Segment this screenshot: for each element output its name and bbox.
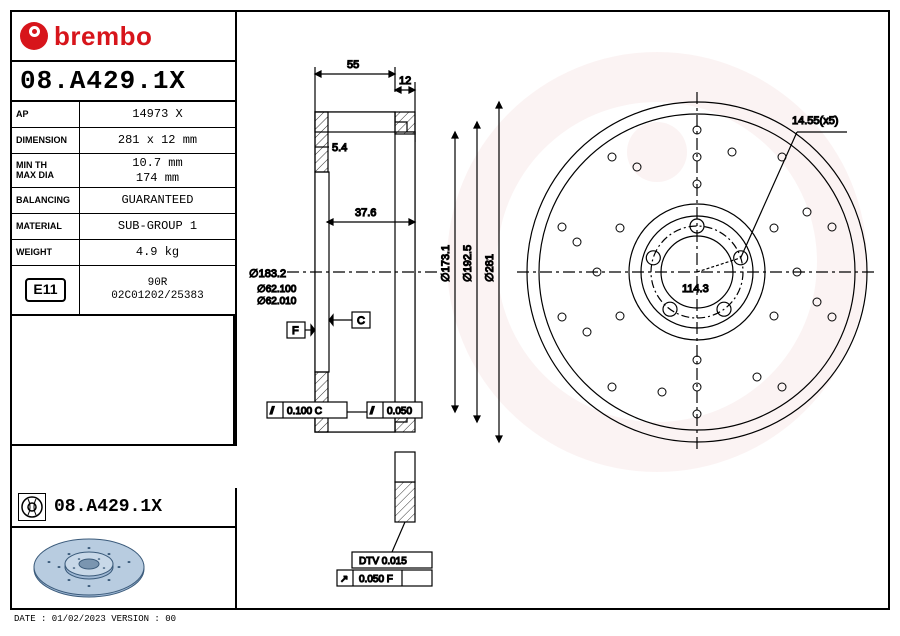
disc-pictogram-icon bbox=[18, 493, 46, 521]
svg-text:⫽: ⫽ bbox=[369, 406, 375, 417]
spec-value: SUB-GROUP 1 bbox=[80, 214, 235, 239]
spec-label: WEIGHT bbox=[12, 240, 80, 265]
spec-sublabel: MAX DIA bbox=[16, 171, 75, 181]
disc-render bbox=[12, 528, 237, 610]
disc-render-icon bbox=[24, 534, 154, 604]
cert-value: 90R 02C01202/25383 bbox=[80, 266, 235, 314]
spec-label: AP bbox=[12, 102, 80, 127]
spec-row-dimension: DIMENSION 281 x 12 mm bbox=[12, 128, 235, 154]
spec-table: AP 14973 X DIMENSION 281 x 12 mm MIN TH … bbox=[12, 102, 237, 446]
spec-value: 281 x 12 mm bbox=[80, 128, 235, 153]
spec-row-material: MATERIAL SUB-GROUP 1 bbox=[12, 214, 235, 240]
svg-text:⫽: ⫽ bbox=[269, 406, 275, 417]
part-number-secondary: 08.A429.1X bbox=[54, 497, 162, 517]
dim-phi114: 114.3 bbox=[682, 283, 709, 295]
spec-subvalue: 10.7 mm bbox=[132, 156, 182, 170]
dim-37-6: 37.6 bbox=[355, 207, 376, 219]
e11-mark: E11 bbox=[25, 278, 65, 301]
dim-phi173: ∅173.1 bbox=[440, 245, 452, 282]
datum-f: F bbox=[287, 322, 315, 338]
svg-text:0.100 C: 0.100 C bbox=[287, 406, 322, 417]
spec-subvalue: 174 mm bbox=[136, 171, 179, 185]
dim-phi62a: ∅62.100 bbox=[257, 284, 297, 295]
cert-mark-cell: E11 bbox=[12, 266, 80, 314]
spec-row-ap: AP 14973 X bbox=[12, 102, 235, 128]
tolerance-0050f: ↗ 0.050 F bbox=[337, 570, 432, 586]
spec-row-cert: E11 90R 02C01202/25383 bbox=[12, 266, 235, 316]
spec-label: MATERIAL bbox=[12, 214, 80, 239]
svg-text:C: C bbox=[357, 315, 365, 327]
cert-line: 90R bbox=[148, 277, 168, 290]
bottom-part-row: 08.A429.1X bbox=[12, 488, 237, 528]
svg-text:↗: ↗ bbox=[340, 574, 348, 585]
drawing-sheet: brembo 08.A429.1X AP 14973 X DIMENSION 2… bbox=[10, 10, 890, 610]
spec-label: BALANCING bbox=[12, 188, 80, 213]
footer-date: DATE : 01/02/2023 VERSION : 00 bbox=[14, 614, 176, 624]
part-number-main: 08.A429.1X bbox=[12, 62, 237, 102]
technical-drawing: 55 12 bbox=[237, 12, 890, 610]
dim-12: 12 bbox=[399, 75, 411, 87]
dim-55: 55 bbox=[347, 59, 359, 71]
spec-value: GUARANTEED bbox=[80, 188, 235, 213]
dim-phi192: ∅192.5 bbox=[462, 245, 474, 282]
spec-label: MIN TH MAX DIA bbox=[12, 154, 80, 187]
svg-text:0.050: 0.050 bbox=[387, 406, 412, 417]
tolerance-dtv: DTV 0.015 bbox=[352, 522, 432, 568]
dim-phi183: ∅183.2 bbox=[249, 268, 286, 280]
svg-text:DTV 0.015: DTV 0.015 bbox=[359, 556, 407, 567]
spec-row-balancing: BALANCING GUARANTEED bbox=[12, 188, 235, 214]
brembo-logo-icon bbox=[20, 22, 48, 50]
dim-5-4: 5.4 bbox=[332, 142, 347, 154]
tolerance-runout-c: ⫽ 0.100 C bbox=[267, 402, 347, 418]
spec-value: 14973 X bbox=[80, 102, 235, 127]
tolerance-flatness-0050: ⫽ 0.050 bbox=[367, 402, 422, 418]
dim-bolt: 14.55(x5) bbox=[792, 115, 838, 127]
spec-gap bbox=[12, 316, 235, 446]
spec-value: 10.7 mm 174 mm bbox=[80, 154, 235, 187]
spec-label: DIMENSION bbox=[12, 128, 80, 153]
brand-header: brembo bbox=[12, 12, 237, 62]
dim-phi281: ∅281 bbox=[484, 254, 496, 282]
svg-text:F: F bbox=[292, 325, 299, 337]
svg-text:0.050 F: 0.050 F bbox=[359, 574, 393, 585]
cert-line: 02C01202/25383 bbox=[111, 290, 203, 303]
spec-row-weight: WEIGHT 4.9 kg bbox=[12, 240, 235, 266]
brand-name: brembo bbox=[54, 21, 152, 52]
dim-phi62b: ∅62.010 bbox=[257, 296, 297, 307]
spec-row-minth: MIN TH MAX DIA 10.7 mm 174 mm bbox=[12, 154, 235, 188]
spec-value: 4.9 kg bbox=[80, 240, 235, 265]
